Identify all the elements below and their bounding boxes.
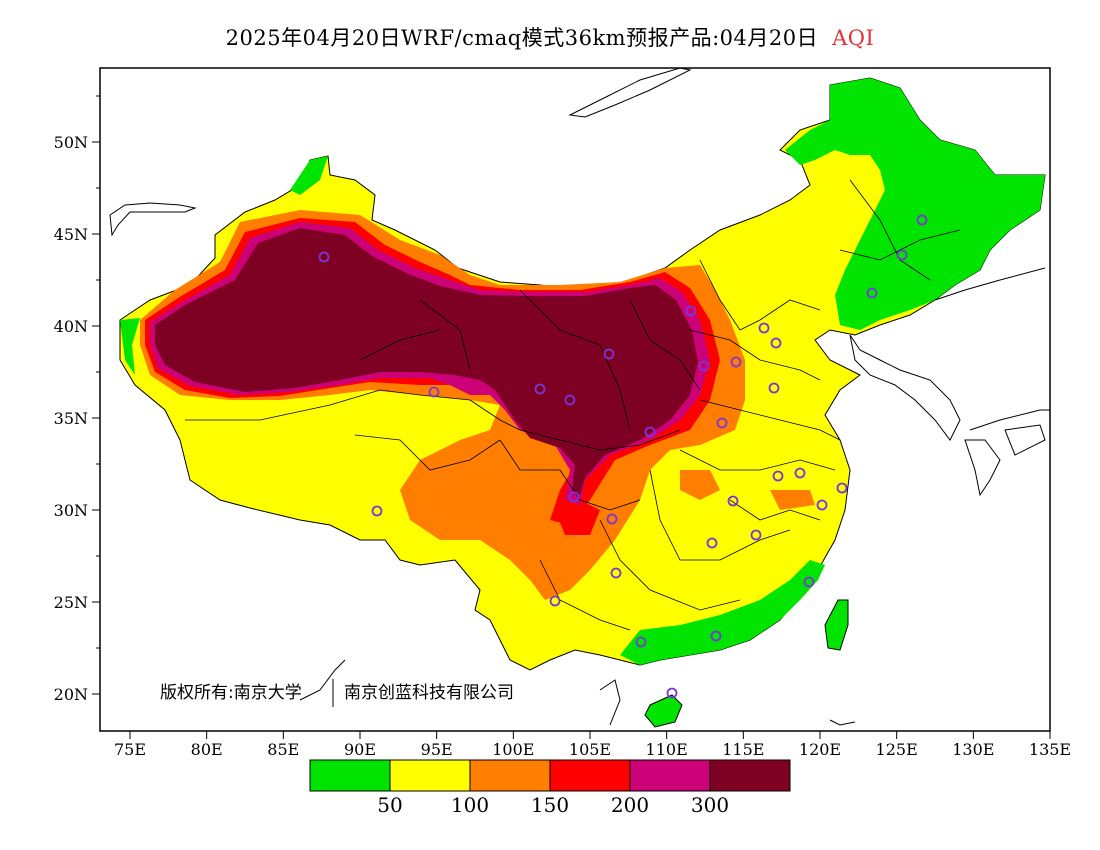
station-marker bbox=[716, 417, 728, 429]
station-marker bbox=[916, 214, 928, 226]
station-marker bbox=[568, 491, 580, 503]
latitude-axis: 20N 25N 30N 35N 40N 45N 50N bbox=[54, 95, 100, 704]
station-marker bbox=[770, 337, 782, 349]
station-marker bbox=[549, 595, 561, 607]
station-marker bbox=[836, 482, 848, 494]
station-marker bbox=[816, 499, 828, 511]
lon-tick-label: 125E bbox=[876, 740, 918, 759]
station-marker bbox=[371, 505, 383, 517]
station-marker bbox=[428, 386, 440, 398]
station-marker bbox=[896, 249, 908, 261]
lat-tick-label: 20N bbox=[54, 685, 88, 704]
copyright-org: 南京创蓝科技有限公司 bbox=[344, 683, 514, 703]
legend-label: 200 bbox=[611, 793, 649, 817]
legend-swatch bbox=[389, 759, 471, 792]
lon-tick-label: 120E bbox=[799, 740, 841, 759]
station-marker bbox=[534, 383, 546, 395]
legend-swatch bbox=[309, 759, 391, 792]
station-markers bbox=[318, 214, 928, 699]
map-area: 版权所有:南京大学 南京创蓝科技有限公司 bbox=[109, 68, 1050, 728]
station-marker bbox=[768, 382, 780, 394]
legend-label: 150 bbox=[531, 793, 569, 817]
variable-label: AQI bbox=[832, 26, 875, 50]
zone-sensitive-east bbox=[680, 470, 720, 500]
zone-hazardous bbox=[155, 228, 698, 495]
zone-good-northeast bbox=[785, 78, 1045, 330]
station-marker bbox=[727, 495, 739, 507]
lat-tick-label: 40N bbox=[54, 317, 88, 336]
zone-good-south bbox=[620, 560, 825, 665]
station-marker bbox=[685, 305, 697, 317]
station-marker bbox=[710, 630, 722, 642]
station-marker bbox=[635, 636, 647, 648]
title-text: 2025年04月20日WRF/cmaq模式36km预报产品:04月20日 bbox=[225, 26, 819, 50]
longitude-axis: 75E 80E 85E 90E 95E 100E 105E 110E 115E 120E 125E 1… bbox=[114, 731, 1071, 759]
province-borders bbox=[185, 179, 961, 631]
lon-tick-label: 110E bbox=[646, 740, 688, 759]
lat-tick-label: 45N bbox=[54, 225, 88, 244]
lon-tick-label: 75E bbox=[114, 740, 146, 759]
station-marker bbox=[318, 251, 330, 263]
legend-swatch bbox=[709, 759, 791, 792]
station-marker bbox=[644, 426, 656, 438]
map-frame bbox=[99, 67, 1051, 732]
station-marker bbox=[794, 467, 806, 479]
lon-tick-label: 90E bbox=[344, 740, 376, 759]
neighbor-coastlines bbox=[109, 68, 1050, 726]
aqi-legend: 50 100 150 200 300 bbox=[309, 759, 791, 817]
zone-sensitive-east2 bbox=[770, 490, 815, 510]
lon-tick-label: 95E bbox=[421, 740, 453, 759]
lon-tick-label: 105E bbox=[569, 740, 611, 759]
station-marker bbox=[603, 348, 615, 360]
lon-tick-label: 80E bbox=[191, 740, 223, 759]
station-marker bbox=[564, 394, 576, 406]
lat-tick-label: 25N bbox=[54, 593, 88, 612]
lat-tick-label: 30N bbox=[54, 501, 88, 520]
legend-label: 100 bbox=[451, 793, 489, 817]
station-marker bbox=[706, 537, 718, 549]
taiwan bbox=[824, 599, 849, 651]
lat-tick-label: 35N bbox=[54, 409, 88, 428]
zone-good-west bbox=[120, 318, 140, 375]
station-marker bbox=[610, 567, 622, 579]
lat-tick-label: 50N bbox=[54, 133, 88, 152]
station-marker bbox=[758, 322, 770, 334]
legend-swatch bbox=[469, 759, 551, 792]
station-marker bbox=[750, 529, 762, 541]
legend-label: 300 bbox=[691, 793, 729, 817]
station-marker bbox=[606, 513, 618, 525]
map-title: 2025年04月20日WRF/cmaq模式36km预报产品:04月20日 AQI bbox=[0, 22, 1100, 52]
station-marker bbox=[866, 287, 878, 299]
lon-tick-label: 115E bbox=[722, 740, 764, 759]
copyright-text: 版权所有:南京大学 bbox=[160, 683, 302, 703]
station-marker bbox=[803, 576, 815, 588]
hainan bbox=[644, 694, 683, 728]
lon-tick-label: 100E bbox=[492, 740, 534, 759]
lon-tick-label: 135E bbox=[1029, 740, 1071, 759]
lon-tick-label: 130E bbox=[952, 740, 994, 759]
zone-good-xinjiang bbox=[290, 156, 328, 195]
station-marker bbox=[772, 470, 784, 482]
station-marker bbox=[698, 360, 710, 372]
legend-swatch bbox=[549, 759, 631, 792]
lon-tick-label: 85E bbox=[267, 740, 299, 759]
legend-swatch bbox=[629, 759, 711, 792]
legend-label: 50 bbox=[377, 793, 402, 817]
zone-unhealthy-sw bbox=[555, 500, 600, 535]
station-marker bbox=[666, 687, 678, 699]
station-marker bbox=[730, 356, 742, 368]
